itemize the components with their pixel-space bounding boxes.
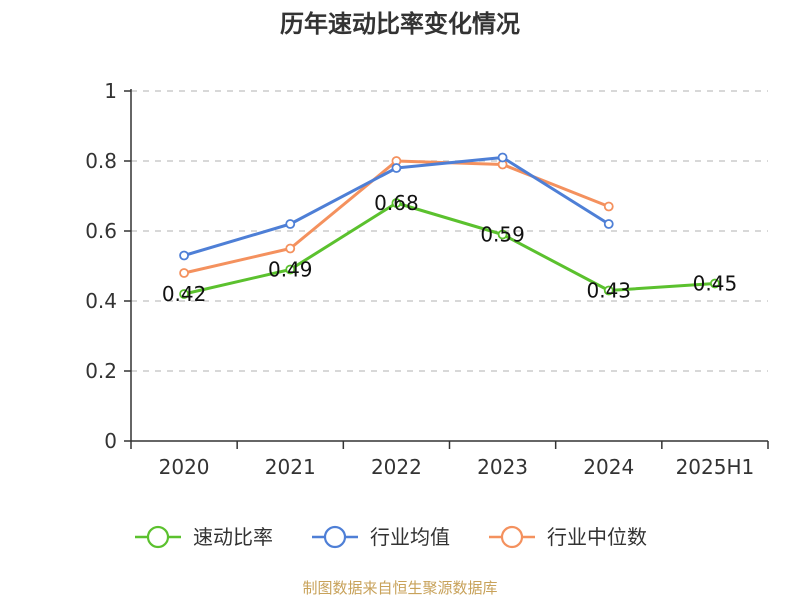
legend-label: 速动比率: [193, 525, 273, 549]
x-tick-label: 2020: [159, 455, 210, 479]
data-label: 0.68: [374, 191, 419, 215]
legend: 速动比率 行业均值 行业中位数: [135, 525, 647, 549]
data-label: 0.59: [480, 223, 525, 247]
x-tick-label: 2022: [371, 455, 422, 479]
axes: 0 0.2 0.4 0.6 0.8 1 2020 2021 2022 2023 2024 2025H1: [85, 79, 769, 479]
data-point: [179, 250, 189, 261]
legend-item: 行业中位数: [489, 525, 647, 549]
data-point: [285, 264, 296, 275]
x-tick-label: 2024: [583, 455, 634, 479]
y-tick-label: 0.2: [85, 359, 117, 383]
chart-title: 历年速动比率变化情况: [280, 10, 520, 38]
data-point: [391, 163, 402, 173]
data-point: [179, 268, 189, 278]
series-line: [183, 201, 716, 296]
data-point: [497, 152, 508, 163]
y-tick-label: 0.6: [85, 219, 117, 243]
data-label: 0.49: [268, 258, 313, 282]
series-lines: [179, 152, 720, 299]
x-tick-label: 2021: [265, 455, 316, 479]
data-point: [285, 243, 296, 254]
x-tick-label: 2023: [477, 455, 528, 479]
legend-label: 行业中位数: [547, 525, 647, 549]
data-point: [497, 229, 508, 240]
data-point: [179, 289, 189, 299]
source-note: 制图数据来自恒生聚源数据库: [302, 579, 498, 597]
data-label: 0.43: [586, 279, 631, 303]
data-point: [710, 278, 720, 289]
data-point: [603, 201, 614, 212]
y-tick-label: 0.8: [85, 149, 117, 173]
y-tick-label: 0: [104, 429, 117, 453]
data-point: [391, 198, 402, 208]
y-tick-label: 0.4: [85, 289, 117, 313]
data-point: [285, 219, 296, 229]
grid-lines: [131, 90, 768, 372]
legend-item: 速动比率: [135, 525, 273, 549]
x-tick-label: 2025H1: [676, 455, 755, 479]
data-label: 0.45: [693, 272, 738, 296]
legend-item: 行业均值: [312, 525, 450, 549]
y-tick-label: 1: [104, 79, 117, 103]
data-labels: 0.42 0.49 0.68 0.59 0.43 0.45: [162, 191, 737, 306]
data-point: [603, 219, 614, 229]
legend-marker: [500, 525, 524, 549]
legend-marker: [146, 525, 170, 549]
data-label: 0.42: [162, 282, 207, 306]
data-point: [603, 285, 614, 296]
legend-label: 行业均值: [370, 525, 450, 549]
legend-marker: [323, 525, 347, 549]
